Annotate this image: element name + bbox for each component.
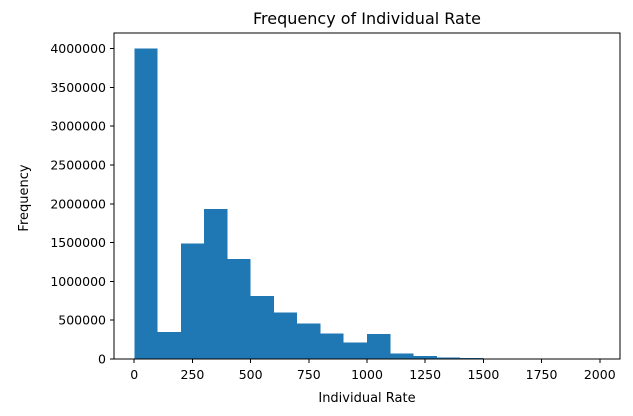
x-tick-label: 1000: [351, 367, 383, 382]
y-tick-label: 4000000: [50, 41, 106, 56]
x-tick-label: 500: [239, 367, 263, 382]
y-tick-label: 3500000: [50, 80, 106, 95]
histogram-bar: [436, 357, 461, 359]
y-tick-label: 0: [98, 352, 106, 367]
x-tick-label: 1250: [409, 367, 441, 382]
histogram-bar: [343, 342, 367, 359]
histogram-bar: [320, 333, 344, 359]
y-tick-label: 500000: [58, 313, 106, 328]
histogram-bar: [157, 331, 181, 359]
axes-group: 0 250 500 750 1000 1250 1500 1750 2000 0 500000 100…: [50, 32, 621, 382]
histogram-bar: [134, 48, 158, 360]
x-tick-label: 750: [297, 367, 321, 382]
x-tick-label: 1500: [467, 367, 499, 382]
x-axis-label: Individual Rate: [318, 391, 415, 406]
y-tick-label: 3000000: [50, 119, 106, 134]
bars-group: [134, 48, 600, 360]
histogram-bar: [204, 209, 228, 359]
x-tick-label: 1750: [526, 367, 558, 382]
histogram-bar: [390, 353, 414, 359]
histogram-bar: [273, 312, 298, 359]
x-tick-label: 250: [181, 367, 205, 382]
y-tick-label: 2500000: [50, 157, 106, 172]
histogram-bar: [250, 296, 274, 359]
y-tick-label: 1500000: [50, 235, 106, 250]
y-axis-label: Frequency: [17, 164, 32, 231]
histogram-bar: [413, 355, 437, 359]
x-tick-label: 2000: [584, 367, 616, 382]
x-tick-label: 0: [130, 367, 138, 382]
histogram-bar: [460, 357, 484, 359]
histogram-bar: [180, 243, 205, 359]
y-tick-label: 1000000: [50, 274, 106, 289]
y-tick-label: 2000000: [50, 196, 106, 211]
histogram-bar: [367, 334, 391, 359]
histogram-bar: [297, 323, 321, 359]
histogram-bar: [227, 258, 251, 359]
chart-title: Frequency of Individual Rate: [253, 9, 481, 28]
